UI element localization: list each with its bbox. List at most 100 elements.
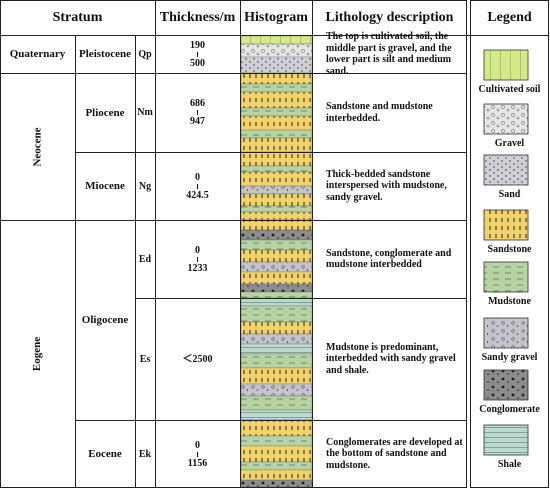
layer	[240, 56, 313, 74]
thickness-value: 1156	[187, 457, 208, 469]
layer	[240, 129, 313, 139]
header-legend: Legend	[487, 9, 532, 25]
header-lithology: Lithology description	[325, 9, 454, 25]
range-tick	[197, 451, 198, 457]
legend-swatches	[483, 49, 529, 456]
layer	[240, 291, 313, 299]
layer	[240, 333, 313, 345]
layer	[240, 383, 313, 397]
unit-code: Qp	[138, 48, 152, 60]
thickness: 686 947	[155, 73, 240, 152]
layer	[240, 239, 313, 251]
layer	[240, 137, 313, 153]
layer	[240, 115, 313, 131]
thickness: 0 1156	[155, 420, 240, 488]
layer	[240, 185, 313, 195]
era: Neocene	[0, 73, 75, 220]
header-thickness: Thickness/m	[159, 9, 236, 25]
lithology-description: Sandstone and mudstone interbedded.	[326, 101, 433, 124]
layer	[240, 271, 313, 285]
range-tick	[197, 51, 198, 57]
layer	[240, 43, 313, 58]
thickness: 190 500	[155, 35, 240, 73]
layer	[240, 435, 313, 447]
layer	[240, 261, 313, 273]
lithology-description: The top is cultivated soil, the middle p…	[326, 31, 452, 77]
epoch-label: Miocene	[85, 180, 125, 192]
range-tick	[197, 110, 198, 115]
legend-label: Gravel	[494, 137, 525, 149]
layer	[240, 193, 313, 207]
legend-swatch	[483, 154, 529, 186]
era: Quaternary	[0, 35, 75, 73]
layer	[240, 461, 313, 471]
unit-code: Ek	[138, 448, 152, 460]
legend-label: Conglomerate	[479, 403, 540, 415]
layer	[240, 479, 313, 488]
thickness-value: 424.5	[186, 189, 209, 201]
epoch-label: Eocene	[88, 448, 122, 460]
lithology-description: Mudstone is predominant, interbedded wit…	[326, 341, 456, 376]
legend-swatch	[483, 49, 529, 81]
legend-label: Cultivated soil	[478, 83, 541, 95]
layer	[240, 91, 313, 109]
layer	[240, 297, 313, 307]
range-tick	[197, 183, 198, 189]
unit-code: Ng	[138, 180, 152, 192]
legend-swatch	[483, 209, 529, 241]
layer	[240, 219, 313, 231]
unit-code: Ed	[138, 253, 152, 265]
layer	[240, 419, 313, 437]
thickness: ＜2500	[155, 298, 240, 420]
layer	[240, 353, 313, 369]
range-tick	[197, 256, 198, 262]
era: Eogene	[0, 220, 75, 488]
layer	[240, 343, 313, 355]
legend-swatch	[483, 369, 529, 401]
layer	[240, 229, 313, 241]
legend-label: Shale	[497, 458, 522, 470]
layer	[240, 171, 313, 187]
thickness-value: 0	[195, 171, 200, 183]
histogram-column	[240, 35, 313, 488]
header-histogram: Histogram	[244, 9, 308, 25]
era-label: Quaternary	[9, 48, 66, 60]
legend-swatch	[483, 317, 529, 349]
layer	[240, 107, 313, 117]
layer	[240, 165, 313, 173]
thickness: 0 1233	[155, 220, 240, 298]
layer	[240, 249, 313, 263]
header-stratum: Stratum	[52, 9, 103, 25]
thickness-value: 947	[190, 116, 205, 127]
layer	[240, 367, 313, 385]
thickness-value: 1233	[187, 262, 208, 274]
thickness-value: 0	[195, 439, 200, 451]
layer	[240, 283, 313, 293]
thickness-value: 500	[190, 57, 205, 69]
layer	[240, 445, 313, 463]
lithology-description: Conglomerates are developed at the botto…	[326, 436, 463, 471]
thickness-value: ＜2500	[182, 353, 213, 365]
legend-swatch	[483, 103, 529, 135]
era-label: Neocene	[31, 126, 44, 167]
unit-code: Es	[139, 353, 151, 365]
layer	[240, 151, 313, 167]
layer	[240, 211, 313, 221]
layer	[240, 35, 313, 45]
layer	[240, 305, 313, 323]
era-label: Eogene	[31, 336, 44, 372]
epoch-label: Pleistocene	[79, 48, 131, 60]
legend-label: Sandstone	[487, 243, 532, 255]
epoch-label: Pliocene	[85, 106, 125, 119]
thickness-value: 190	[190, 39, 205, 51]
thickness-value: 0	[195, 244, 200, 256]
epoch-label: Oligocene	[81, 314, 129, 326]
lithology-description: Sandstone, conglomerate and mudstone int…	[326, 247, 452, 271]
legend-label: Mudstone	[488, 295, 531, 307]
legend-label: Sandy gravel	[481, 351, 538, 363]
layer	[240, 205, 313, 213]
layer	[240, 395, 313, 411]
legend-swatch	[483, 261, 529, 293]
